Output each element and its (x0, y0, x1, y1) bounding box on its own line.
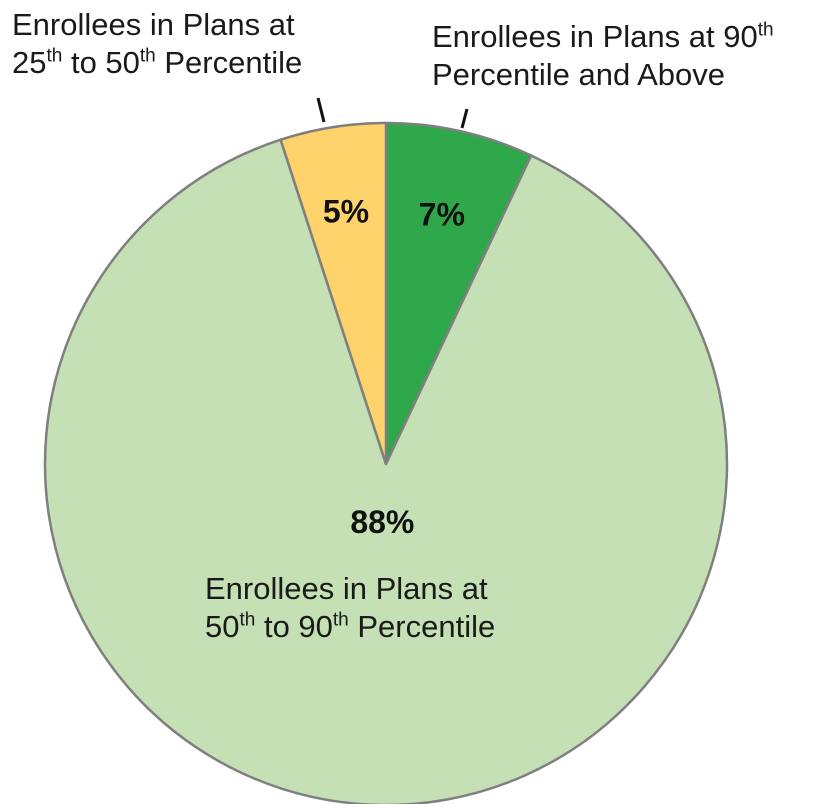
value-labels: 7% 88% 5% (323, 193, 465, 539)
leader-lines (316, 97, 469, 129)
label-line: 25th to 50th Percentile (12, 45, 303, 80)
label-line: Enrollees in Plans at (205, 571, 488, 606)
label-50th-to-90th: Enrollees in Plans at 50th to 90th Perce… (205, 570, 495, 646)
leader-90th-and-above (460, 108, 469, 129)
value-label: 5% (323, 193, 369, 229)
label-25th-to-50th: Enrollees in Plans at 25th to 50th Perce… (12, 6, 302, 82)
label-line: Enrollees in Plans at 90th (432, 19, 774, 54)
slice-90th-and-above (384, 121, 533, 466)
label-90th-and-above: Enrollees in Plans at 90th Percentile an… (432, 18, 774, 94)
value-label: 88% (350, 504, 414, 540)
label-line: 50th to 90th Percentile (205, 609, 496, 644)
slice-50th-to-90th (43, 138, 729, 804)
leader-25th-to-50th (316, 97, 326, 123)
value-label: 7% (419, 196, 465, 232)
pie-slices (43, 121, 729, 804)
slice-25th-to-50th (279, 121, 388, 466)
label-line: Enrollees in Plans at (12, 7, 295, 42)
label-line: Percentile and Above (432, 57, 725, 92)
